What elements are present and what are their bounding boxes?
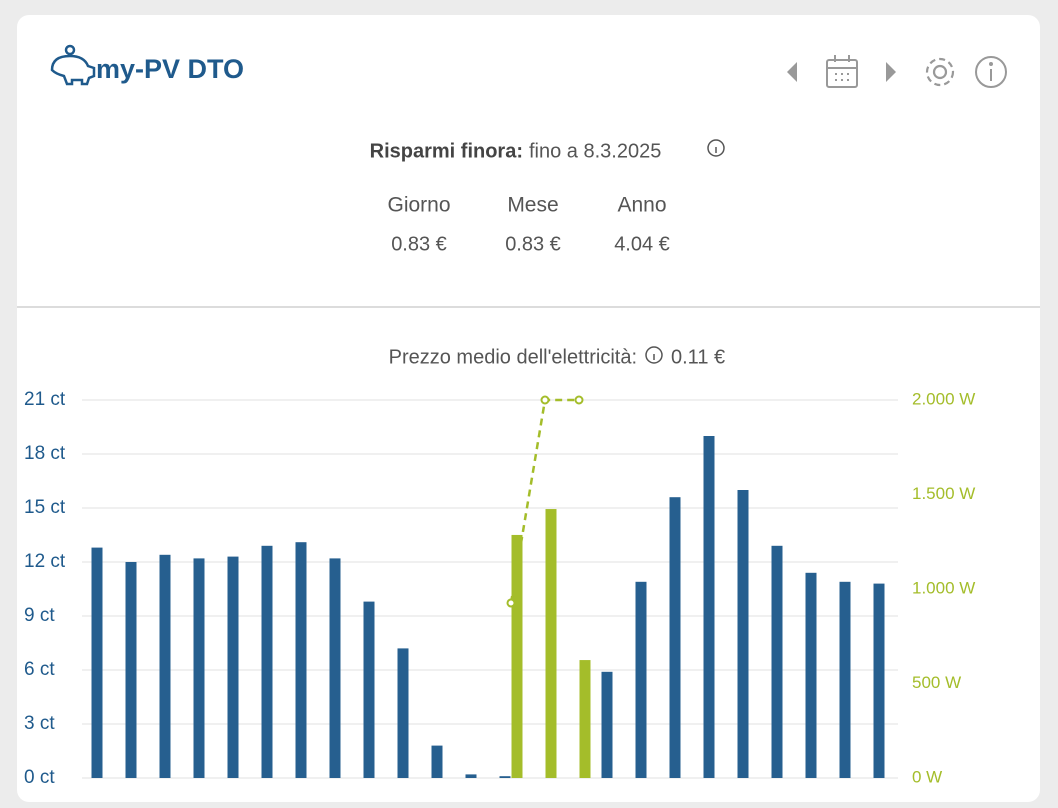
bar (805, 572, 817, 778)
col-name: Anno (617, 194, 666, 217)
bar (91, 547, 103, 778)
summary-label: Risparmi finora: (370, 140, 523, 162)
bar (159, 554, 171, 778)
y-tick-label: 18 ct (24, 443, 66, 464)
col-value: 4.04 € (614, 233, 670, 255)
col-name: Mese (507, 194, 558, 217)
next-button[interactable] (886, 62, 896, 82)
bar (635, 581, 647, 778)
y2-tick-label: 1.500 W (912, 484, 975, 503)
y-tick-label: 6 ct (24, 659, 55, 680)
bar (465, 774, 477, 778)
bar (511, 534, 523, 778)
bar (669, 497, 681, 778)
y-tick-label: 12 ct (24, 551, 66, 572)
widget-title: my-PV DTO (96, 54, 244, 84)
bar (873, 583, 885, 778)
bar (499, 776, 511, 778)
info-icon (707, 139, 725, 157)
line-point (574, 395, 584, 405)
bar (227, 556, 239, 778)
bar (125, 562, 137, 778)
bar (295, 542, 307, 778)
y2-tick-label: 500 W (912, 673, 961, 692)
y2-tick-label: 2.000 W (912, 389, 975, 408)
bar (193, 558, 205, 778)
col-value: 0.83 € (505, 233, 561, 255)
bar (261, 545, 273, 778)
bar (579, 660, 591, 778)
y2-tick-label: 1.000 W (912, 578, 975, 597)
bar (839, 581, 851, 778)
bar (329, 558, 341, 778)
y-tick-label: 0 ct (24, 767, 55, 788)
col-value: 0.83 € (391, 233, 447, 255)
line-point (506, 598, 516, 608)
bar (363, 601, 375, 778)
info-icon (645, 346, 663, 364)
y2-tick-label: 0 W (912, 767, 942, 786)
prev-button[interactable] (787, 62, 797, 82)
piggy-icon (50, 44, 96, 86)
y-tick-label: 3 ct (24, 713, 55, 734)
calendar-button[interactable] (826, 55, 858, 88)
card (17, 15, 1040, 802)
chart-title-value: 0.11 € (671, 346, 725, 368)
bar (737, 490, 749, 778)
bar (397, 648, 409, 778)
y-tick-label: 9 ct (24, 605, 55, 626)
bar (703, 436, 715, 778)
y-tick-label: 15 ct (24, 497, 66, 518)
info-button[interactable] (975, 56, 1007, 88)
y-tick-label: 21 ct (24, 389, 66, 410)
bar (771, 545, 783, 778)
line-point (540, 395, 550, 405)
bar (431, 745, 443, 778)
summary-until: fino a 8.3.2025 (529, 140, 661, 162)
col-name: Giorno (387, 194, 450, 217)
chart-title: Prezzo medio dell'elettricità: (389, 346, 637, 368)
bar (601, 671, 613, 778)
settings-button[interactable] (925, 57, 955, 87)
bar (545, 509, 557, 778)
